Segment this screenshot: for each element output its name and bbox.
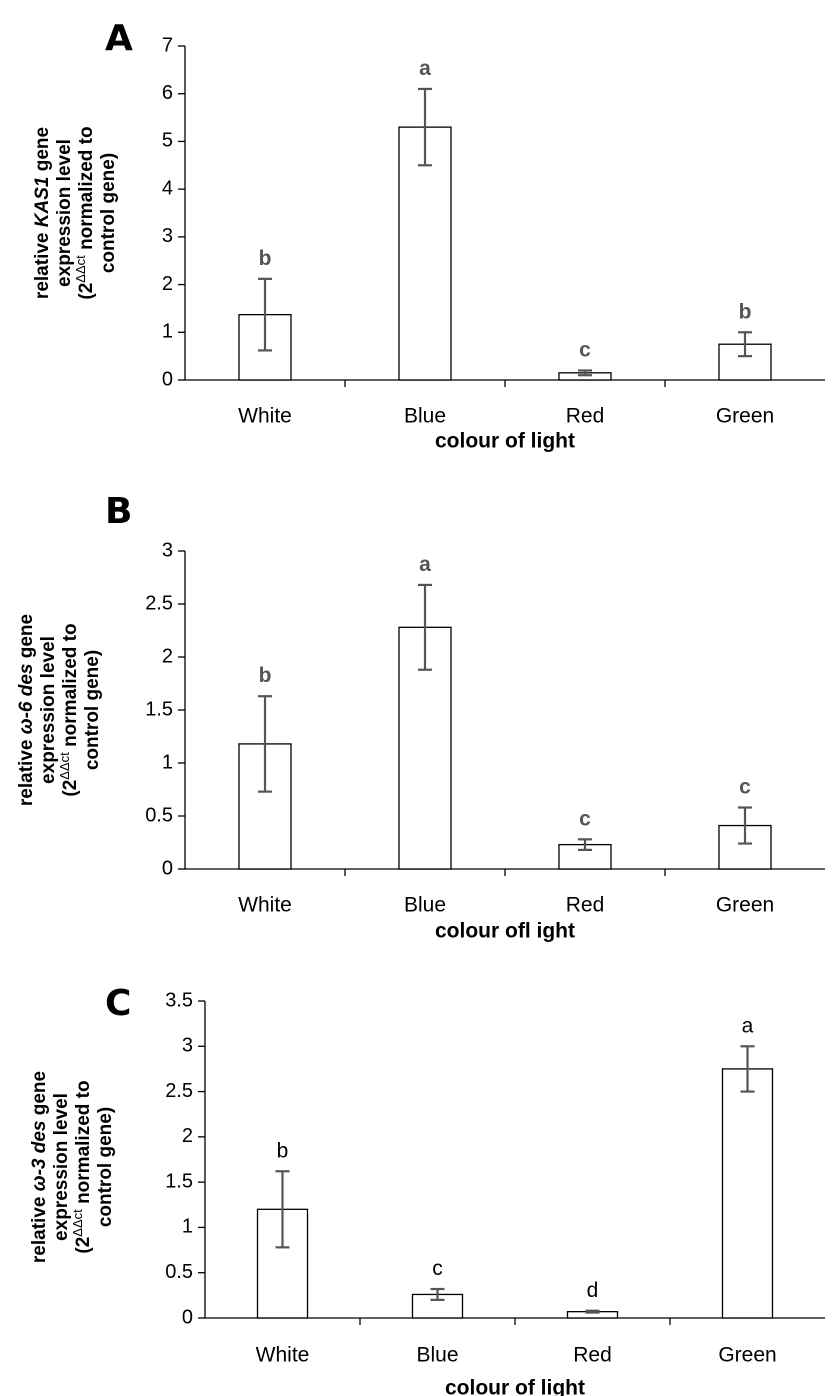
y-tick-label: 3.5 (165, 989, 193, 1011)
x-tick-label: Blue (416, 1344, 458, 1367)
error-bar-white (275, 1170, 290, 1249)
bar-blue (398, 126, 452, 381)
panel-B: B 0 0.5 1 1.5 2 2.5 3 b White a Blue c Red c Green colou… (16, 491, 825, 943)
x-tick-label: Green (716, 405, 774, 428)
significance-letter: c (579, 807, 591, 830)
x-tick-label: Blue (404, 894, 446, 917)
significance-letter: b (277, 1139, 289, 1162)
significance-letter: a (419, 57, 431, 80)
x-tick-label: Green (718, 1344, 776, 1367)
y-axis-label-line: expression level (51, 1093, 72, 1241)
error-bar-blue (430, 1287, 445, 1301)
error-bar-white (258, 277, 272, 352)
y-tick-label: 7 (162, 34, 173, 56)
y-tick-label: 2.5 (165, 1080, 193, 1102)
error-bar-green (738, 806, 752, 845)
significance-letter: b (259, 247, 272, 270)
y-tick-label: 0 (162, 857, 173, 879)
panel-C: C 0 0.5 1 1.5 2 2.5 3 3.5 b White c Blue d Red a Green co… (29, 983, 825, 1396)
y-axis-label-line: control gene) (82, 650, 103, 770)
error-bar-white (258, 695, 272, 793)
y-axis-label-line: relative KAS1 gene (32, 127, 53, 299)
y-tick-label: 2.5 (145, 592, 173, 614)
x-tick-label: Red (573, 1344, 612, 1367)
y-axis-label-line: expression level (54, 139, 75, 287)
error-bar-red (578, 369, 592, 377)
panel-letter: A (105, 18, 133, 59)
y-tick-label: 1 (182, 1216, 193, 1238)
x-tick-label: White (238, 405, 292, 428)
x-tick-label: Red (566, 894, 605, 917)
x-axis-label: colour of light (435, 430, 575, 453)
y-axis-label-line: control gene) (95, 1107, 116, 1227)
y-tick-label: 0 (182, 1306, 193, 1328)
y-axis-label-line: expression level (38, 636, 59, 784)
y-axis-label-line: (2ΔΔct normalized to (70, 1080, 95, 1253)
x-tick-label: Green (716, 894, 774, 917)
significance-letter: a (419, 553, 431, 576)
y-tick-label: 3 (162, 225, 173, 247)
y-axis-label-line: (2ΔΔct normalized to (73, 126, 98, 299)
y-tick-label: 0.5 (165, 1261, 193, 1283)
x-axis-label: colour ofl ight (435, 920, 575, 943)
x-tick-label: White (256, 1344, 310, 1367)
x-tick-label: Red (566, 405, 605, 428)
error-bar-red (578, 838, 592, 852)
panel-letter: B (105, 491, 132, 532)
error-bar-green (740, 1045, 755, 1093)
y-tick-label: 1.5 (145, 698, 173, 720)
y-tick-label: 6 (162, 82, 173, 104)
error-bar-blue (418, 87, 432, 167)
y-axis-label-line: (2ΔΔct normalized to (57, 623, 82, 796)
y-axis-label: relative ω-3 des gene expression level(2Δ… (29, 1071, 116, 1263)
significance-letter: a (742, 1014, 754, 1037)
significance-letter: b (259, 664, 272, 687)
y-tick-label: 1 (162, 321, 173, 343)
significance-letter: d (587, 1279, 599, 1302)
y-tick-label: 1.5 (165, 1170, 193, 1192)
y-axis-label-line: relative ω-6 des gene (16, 614, 37, 806)
y-tick-label: 2 (162, 645, 173, 667)
y-tick-label: 5 (162, 130, 173, 152)
error-bar-blue (418, 583, 432, 671)
y-tick-label: 3 (182, 1035, 193, 1057)
x-axis-label: colour of light (445, 1377, 585, 1396)
y-tick-label: 1 (162, 751, 173, 773)
significance-letter: c (739, 776, 751, 799)
significance-letter: c (432, 1257, 443, 1280)
y-tick-label: 2 (182, 1125, 193, 1147)
y-axis-label-line: relative ω-3 des gene (29, 1071, 50, 1263)
x-tick-label: White (238, 894, 292, 917)
significance-letter: b (739, 300, 752, 323)
y-axis-label: relative ω-6 des gene expression level(2Δ… (16, 614, 103, 806)
y-tick-label: 3 (162, 539, 173, 561)
error-bar-green (738, 331, 752, 358)
panel-letter: C (105, 983, 131, 1024)
bar-green (721, 1068, 774, 1319)
significance-letter: c (579, 338, 591, 361)
y-tick-label: 2 (162, 273, 173, 295)
y-tick-label: 0 (162, 368, 173, 390)
y-tick-label: 0.5 (145, 804, 173, 826)
y-axis-label-line: control gene) (98, 153, 119, 273)
error-bar-red (585, 1309, 600, 1314)
x-tick-label: Blue (404, 405, 446, 428)
y-tick-label: 4 (162, 177, 173, 199)
y-axis-label: relative KAS1 gene expression level(2ΔΔct… (32, 126, 119, 299)
panel-A: A 0 1 2 3 4 5 6 7 b White a Blue c Red b Green colour of … (32, 18, 825, 453)
